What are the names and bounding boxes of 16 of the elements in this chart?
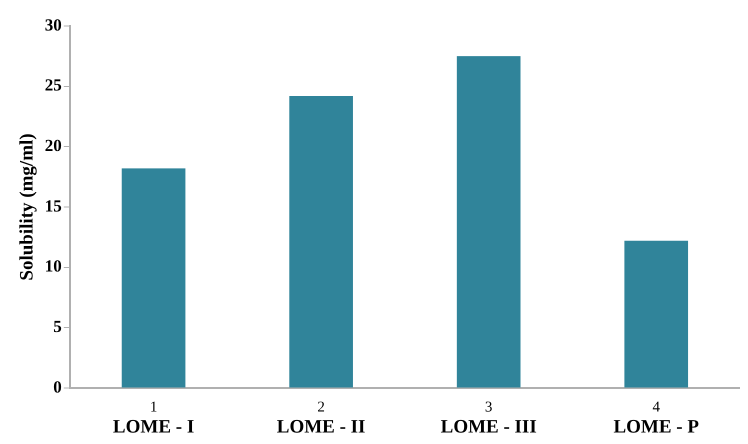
bar — [122, 168, 186, 388]
y-tick-label: 20 — [44, 136, 62, 156]
y-tick-label: 30 — [44, 15, 62, 34]
bar — [289, 96, 353, 388]
y-tick-label: 25 — [44, 76, 62, 95]
bar — [624, 240, 688, 388]
y-tick-label: 0 — [53, 377, 62, 396]
y-tick-label: 10 — [44, 256, 62, 276]
bar — [456, 56, 521, 388]
y-tick-label: 15 — [44, 196, 62, 216]
y-axis-title: Solubility (mg/ml) — [16, 133, 38, 281]
x-tick-label: 4 LOME - P — [613, 399, 700, 438]
x-tick-label: 3 LOME - III — [440, 399, 537, 438]
y-tick-label: 5 — [53, 317, 62, 336]
x-tick-label: 1 LOME - I — [112, 399, 194, 438]
x-tick-label: 2 LOME - II — [276, 399, 366, 438]
